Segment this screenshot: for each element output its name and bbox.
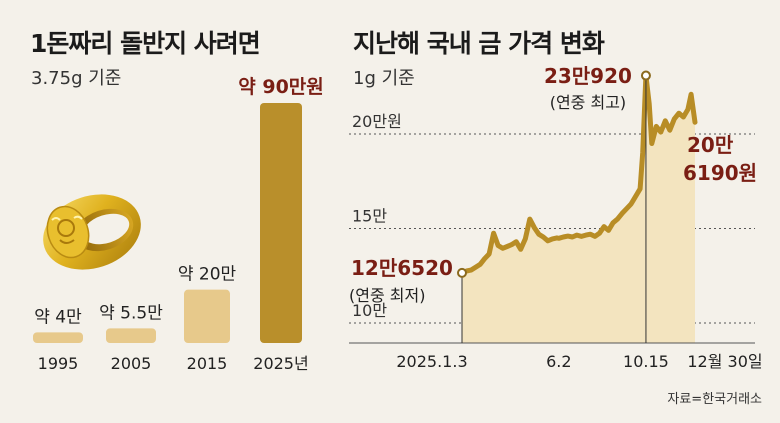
bar-data-label-2: 약 20만 xyxy=(178,265,237,285)
x-tick-label-0: 2025.1.3 xyxy=(396,352,467,371)
bar-3 xyxy=(260,103,302,343)
min-note-label: (연중 최저) xyxy=(349,286,425,305)
last-value-label: 20만 xyxy=(687,133,734,157)
min-marker-point xyxy=(457,267,467,278)
last-value-label-2: 6190원 xyxy=(683,161,757,185)
price-line xyxy=(459,73,698,276)
bar-chart-panel: 1돈짜리 돌반지 사려면 3.75g 기준 약 4만 1995 약 5.5만 2005… xyxy=(0,0,335,423)
bar-1 xyxy=(106,328,156,343)
line-chart-panel: 지난해 국내 금 가격 변화 1g 기준 10만 15만 20만원 2025.1.3 6… xyxy=(335,0,780,423)
bar-category-label-1: 2005 xyxy=(111,354,152,373)
gold-ring-image xyxy=(43,194,141,270)
bar-category-label-2: 2015 xyxy=(187,354,228,373)
bar-0 xyxy=(33,332,83,343)
bar-data-label-3: 약 90만원 xyxy=(238,76,324,98)
bar-chart: 약 4만 1995 약 5.5만 2005 약 20만 2015 약 90만원 2025년 xyxy=(33,76,324,373)
bar-chart-subtitle: 3.75g 기준 xyxy=(31,68,122,89)
bar-data-label-0: 약 4만 xyxy=(34,307,82,327)
bar-chart-title: 1돈짜리 돌반지 사려면 xyxy=(30,29,261,58)
min-value-label: 12만6520 xyxy=(351,256,453,280)
max-value-label: 23만920 xyxy=(544,64,632,88)
price-area xyxy=(462,75,695,343)
line-chart-title: 지난해 국내 금 가격 변화 xyxy=(353,29,605,58)
source-note: 자료=한국거래소 xyxy=(667,392,762,407)
x-tick-label-2: 10.15 xyxy=(623,352,669,371)
x-tick-label-3: 12월 30일 xyxy=(687,352,762,371)
line-chart: 10만 15만 20만원 2025.1.3 6.2 10.15 12월 30일 12만6520… xyxy=(349,64,763,371)
line-chart-subtitle: 1g 기준 xyxy=(353,68,415,89)
bar-data-label-1: 약 5.5만 xyxy=(99,303,163,323)
max-marker-point xyxy=(640,70,651,81)
y-tick-label-2: 20만원 xyxy=(352,112,402,131)
bar-category-label-3: 2025년 xyxy=(253,354,308,373)
max-note-label: (연중 최고) xyxy=(550,93,626,112)
bar-category-label-0: 1995 xyxy=(38,354,79,373)
y-tick-label-1: 15만 xyxy=(352,207,387,226)
x-tick-label-1: 6.2 xyxy=(546,352,571,371)
bar-2 xyxy=(184,289,230,343)
y-tick-label-0: 10만 xyxy=(352,301,387,320)
